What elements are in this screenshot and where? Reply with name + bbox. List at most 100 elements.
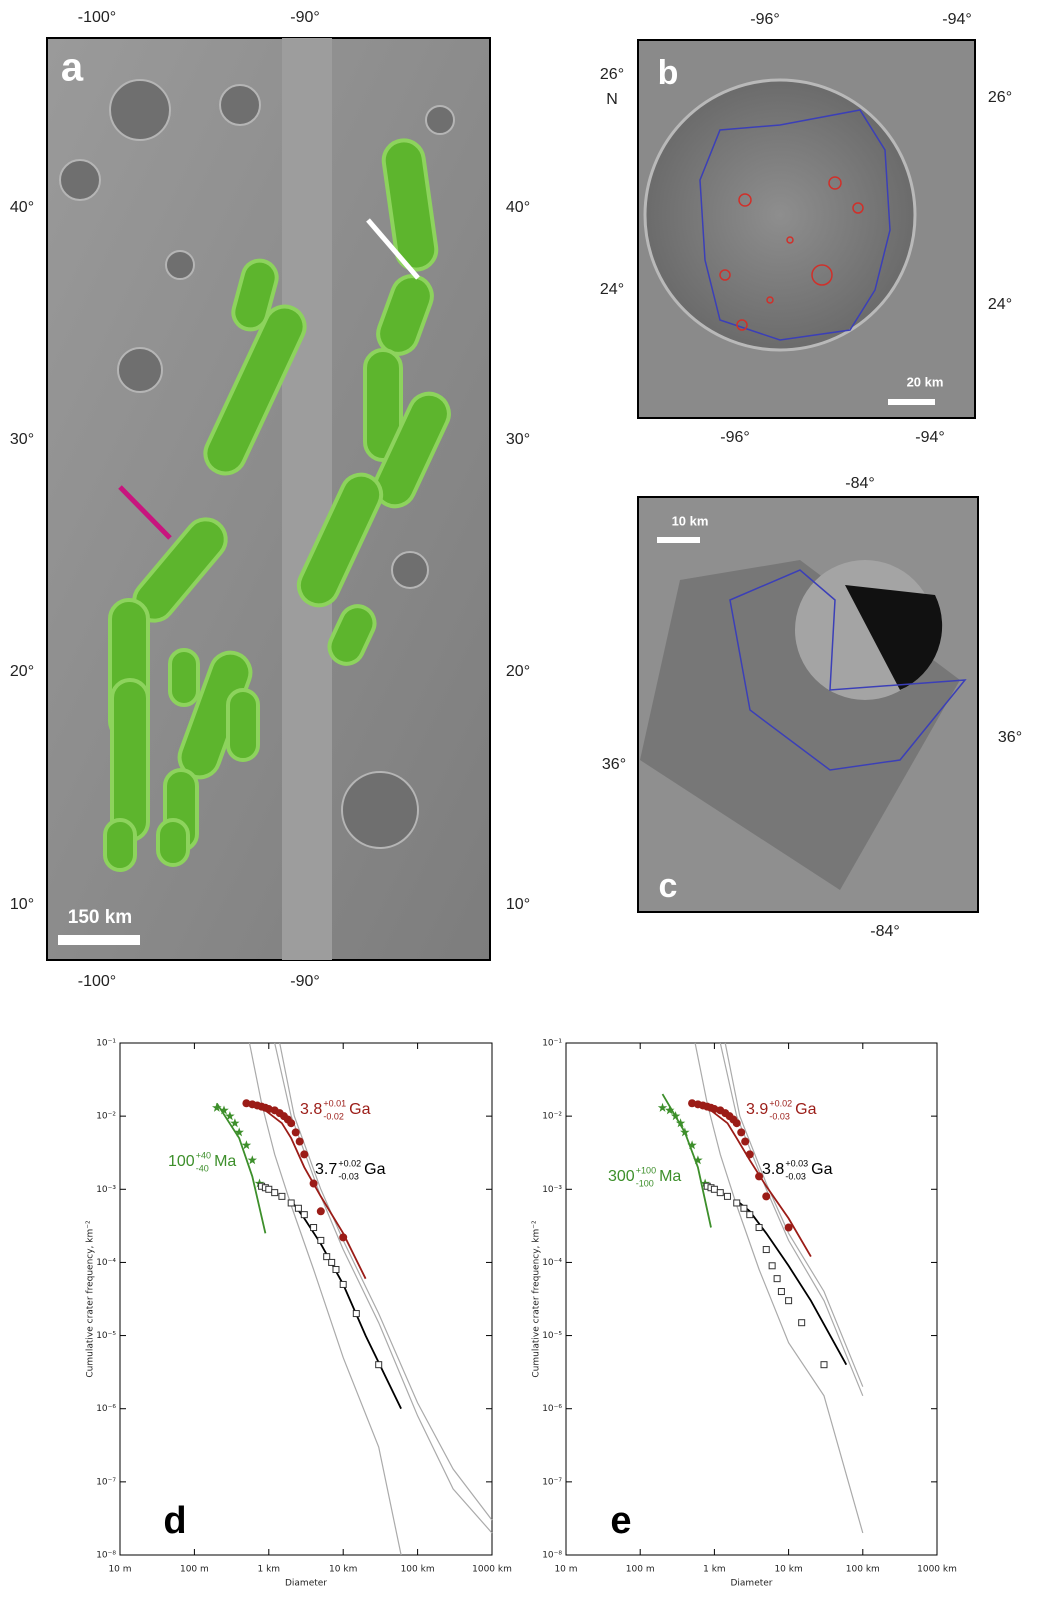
data-point [248, 1155, 258, 1164]
data-point [821, 1362, 827, 1368]
age-value: 3.7 [315, 1161, 337, 1178]
y-tick-label: 10⁻⁷ [96, 1477, 116, 1487]
plot-frame [566, 1043, 937, 1555]
coordinate-label: -100° [78, 9, 116, 26]
y-tick-label: 10⁻³ [542, 1185, 562, 1195]
age-unit: Ga [811, 1161, 832, 1178]
coordinate-label: 40° [10, 199, 34, 216]
coordinate-label: 30° [10, 431, 34, 448]
data-point [658, 1103, 668, 1112]
x-tick-label: 100 km [846, 1565, 880, 1575]
y-tick-label: 10⁻³ [96, 1185, 116, 1195]
data-point [353, 1311, 359, 1317]
y-tick-label: 10⁻² [96, 1112, 116, 1122]
data-point [799, 1320, 805, 1326]
data-point [295, 1205, 301, 1211]
y-tick-label: 10⁻¹ [96, 1039, 116, 1049]
data-point [737, 1128, 745, 1136]
y-tick-label: 10⁻⁵ [542, 1331, 562, 1341]
coordinate-label: 20° [10, 663, 34, 680]
fit-curve [711, 1110, 811, 1256]
data-point [340, 1281, 346, 1287]
data-point [778, 1289, 784, 1295]
x-tick-label: 1000 km [472, 1565, 512, 1575]
y-tick-label: 10⁻² [542, 1112, 562, 1122]
data-point [774, 1276, 780, 1282]
y-tick-label: 10⁻⁴ [542, 1258, 562, 1268]
coordinate-label: 26° [988, 89, 1012, 106]
data-point [333, 1267, 339, 1273]
data-point [318, 1237, 324, 1243]
data-point [272, 1190, 278, 1196]
scale-label: 150 km [68, 907, 132, 928]
coordinate-label: -96° [750, 11, 780, 28]
data-point [287, 1119, 295, 1127]
coordinate-label: 36° [602, 756, 626, 773]
x-tick-label: 100 m [626, 1565, 655, 1575]
fit-curve [291, 1201, 401, 1409]
data-point [785, 1224, 793, 1232]
data-point [324, 1254, 330, 1260]
age-value: 100 [168, 1153, 195, 1170]
age-error-minus: -0.02 [323, 1111, 344, 1121]
coordinate-label: -84° [870, 923, 900, 940]
data-point [376, 1362, 382, 1368]
age-value: 3.8 [300, 1101, 322, 1118]
age-unit: Ma [214, 1153, 236, 1170]
age-error-minus: -0.03 [769, 1111, 790, 1121]
data-point [769, 1263, 775, 1269]
data-point [733, 1119, 741, 1127]
plot-frame [120, 1043, 492, 1555]
figure: -100°-90°-100°-90°40°30°20°10°40°30°20°1… [0, 0, 1057, 1618]
coordinate-label: 10° [10, 896, 34, 913]
data-point [741, 1138, 749, 1146]
coordinate-label: 26° [600, 66, 624, 83]
data-point [317, 1207, 325, 1215]
fit-curve [725, 1043, 863, 1387]
coordinate-label: -94° [942, 11, 972, 28]
age-error-plus: +0.02 [338, 1158, 361, 1168]
x-tick-label: 10 m [554, 1565, 577, 1575]
coordinate-label: -90° [290, 9, 320, 26]
age-error-minus: -0.03 [338, 1171, 359, 1181]
coordinate-label: -90° [290, 973, 320, 990]
age-value: 3.9 [746, 1101, 768, 1118]
panel-label: c [659, 867, 678, 905]
x-tick-label: 100 m [180, 1565, 209, 1575]
coordinate-label: 36° [998, 729, 1022, 746]
crater [645, 80, 915, 350]
data-point [734, 1200, 740, 1206]
data-point [786, 1298, 792, 1304]
x-tick-label: 10 m [108, 1565, 131, 1575]
data-point [763, 1247, 769, 1253]
data-point [301, 1212, 307, 1218]
panel-label: e [610, 1500, 631, 1542]
data-point [746, 1150, 754, 1158]
data-point [310, 1179, 318, 1187]
fit-curve [663, 1094, 712, 1227]
coordinate-label: 30° [506, 431, 530, 448]
y-tick-label: 10⁻⁸ [96, 1551, 116, 1561]
coordinate-label: N [606, 91, 618, 108]
coordinate-label: 10° [506, 896, 530, 913]
age-unit: Ma [659, 1168, 681, 1185]
data-point [680, 1127, 690, 1136]
age-error-plus: +0.01 [323, 1098, 346, 1108]
y-tick-label: 10⁻¹ [542, 1039, 562, 1049]
age-error-plus: +0.02 [769, 1098, 792, 1108]
data-point [747, 1212, 753, 1218]
age-value: 3.8 [762, 1161, 784, 1178]
coordinate-label: -84° [845, 475, 875, 492]
y-tick-label: 10⁻⁴ [96, 1258, 116, 1268]
data-point [762, 1192, 770, 1200]
coordinate-label: -100° [78, 973, 116, 990]
scale-label: 20 km [907, 374, 944, 389]
age-value: 300 [608, 1168, 635, 1185]
coordinate-label: 20° [506, 663, 530, 680]
data-point [724, 1193, 730, 1199]
age-unit: Ga [349, 1101, 370, 1118]
age-error-plus: +0.03 [785, 1158, 808, 1168]
y-tick-label: 10⁻⁷ [542, 1477, 562, 1487]
x-tick-label: 100 km [401, 1565, 435, 1575]
y-axis-label: Cumulative crater frequency, km⁻² [86, 1220, 96, 1378]
